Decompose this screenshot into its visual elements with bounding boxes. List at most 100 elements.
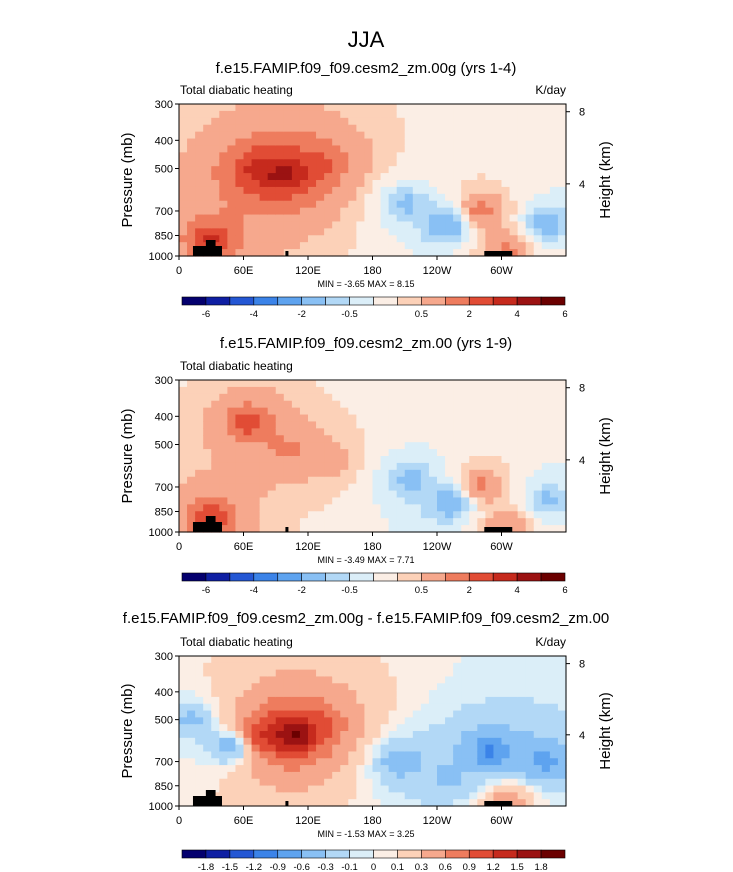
heatmap-cell [549,525,559,533]
heatmap-cell [187,758,196,766]
heatmap-cell [364,421,374,429]
colorbar-box [277,296,302,306]
heatmap-cell [332,731,341,739]
heatmap-cell [356,186,366,195]
heatmap-cell [412,462,422,471]
heatmap-cell [549,662,559,671]
heatmap-cell [340,207,349,216]
heatmap-cell [195,207,204,216]
heatmap-cell [453,511,462,519]
heatmap-cell [187,421,196,429]
heatmap-cell [388,159,398,167]
heatmap-cell [259,400,269,409]
heatmap-cell [388,469,398,478]
heatmap-cell [517,724,527,732]
heatmap-cell [477,717,486,725]
heatmap-cell [299,104,309,112]
heatmap-cell [501,173,511,181]
colorbar-label: 0.6 [439,862,452,872]
heatmap-cell [557,173,567,181]
heatmap-cell [509,442,519,450]
heatmap-cell [372,152,382,160]
heatmap-cell [348,703,357,712]
heatmap-cell [380,710,390,718]
heatmap-cell [453,380,462,388]
heatmap-cell [324,228,333,236]
heatmap-cell [509,497,519,505]
heatmap-cell [195,717,204,725]
heatmap-cell [557,676,567,684]
heatmap-cell [332,669,341,678]
heatmap-cell [283,421,293,429]
heatmap-cell [219,131,228,140]
topography-mask [192,240,513,256]
heatmap-cell [445,676,454,684]
heatmap-cell [445,166,454,174]
heatmap-cell [179,785,188,793]
heatmap-cell [388,799,398,807]
heatmap-cell [364,207,374,216]
heatmap-cell [437,462,446,471]
heatmap-cell [364,525,374,533]
heatmap-cell [549,490,559,499]
heatmap-cell [195,676,204,684]
heatmap-cell [275,656,285,664]
heatmap-cell [372,435,382,443]
heatmap-cell [477,200,486,209]
heatmap-cell [388,525,398,533]
topography-block [484,801,513,806]
y-tick-label: 400 [155,687,173,699]
heatmap-cell [453,504,462,512]
heatmap-cell [203,710,212,718]
heatmap-cell [195,771,204,780]
min-max-stats: MIN = -1.53 MAX = 3.25 [317,829,414,839]
heatmap-cell [509,400,519,409]
heatmap-cell [291,200,301,209]
heatmap-cell [509,180,519,188]
heatmap-cell [461,186,470,195]
heatmap-cell [453,676,462,684]
heatmap-cell [388,200,398,209]
colorbar-box [540,849,566,859]
heatmap-cell [509,214,519,223]
heatmap-cell [259,207,269,216]
heatmap-cell [404,393,414,402]
heatmap-cell [541,207,551,216]
heatmap-cell [275,173,285,181]
heatmap-cell [364,249,374,257]
heatmap-cell [388,380,398,388]
heatmap-cell [356,242,366,250]
heatmap-cell [388,792,398,800]
heatmap-cell [477,476,486,485]
heatmap-cell [549,249,559,257]
heatmap-cell [187,778,196,787]
heatmap-cell [549,462,559,471]
heatmap-cell [211,683,220,691]
heatmap-cell [388,124,398,133]
heatmap-cell [243,166,253,174]
heatmap-cell [251,690,261,698]
heatmap-cell [437,737,446,746]
heatmap-cell [308,228,317,236]
heatmap-cell [187,751,196,759]
heatmap-cell [348,393,357,402]
heatmap-cell [211,703,220,712]
heatmap-cell [235,490,245,499]
heatmap-cell [388,744,398,753]
heatmap-cell [485,683,495,691]
heatmap-cell [396,696,406,705]
heatmap-cell [356,407,366,416]
heatmap-cell [283,214,293,223]
heatmap-cell [324,456,333,464]
heatmap-cell [396,724,406,732]
heatmap-cell [364,710,374,718]
heatmap-cell [364,799,374,807]
colorbar-box [397,572,422,582]
heatmap-cell [211,242,220,250]
heatmap-cell [420,676,430,684]
heatmap-cell [316,758,325,766]
heatmap-cell [557,765,567,773]
heatmap-cell [211,186,220,195]
heatmap-cell [195,124,204,133]
heatmap-cell [437,490,446,499]
